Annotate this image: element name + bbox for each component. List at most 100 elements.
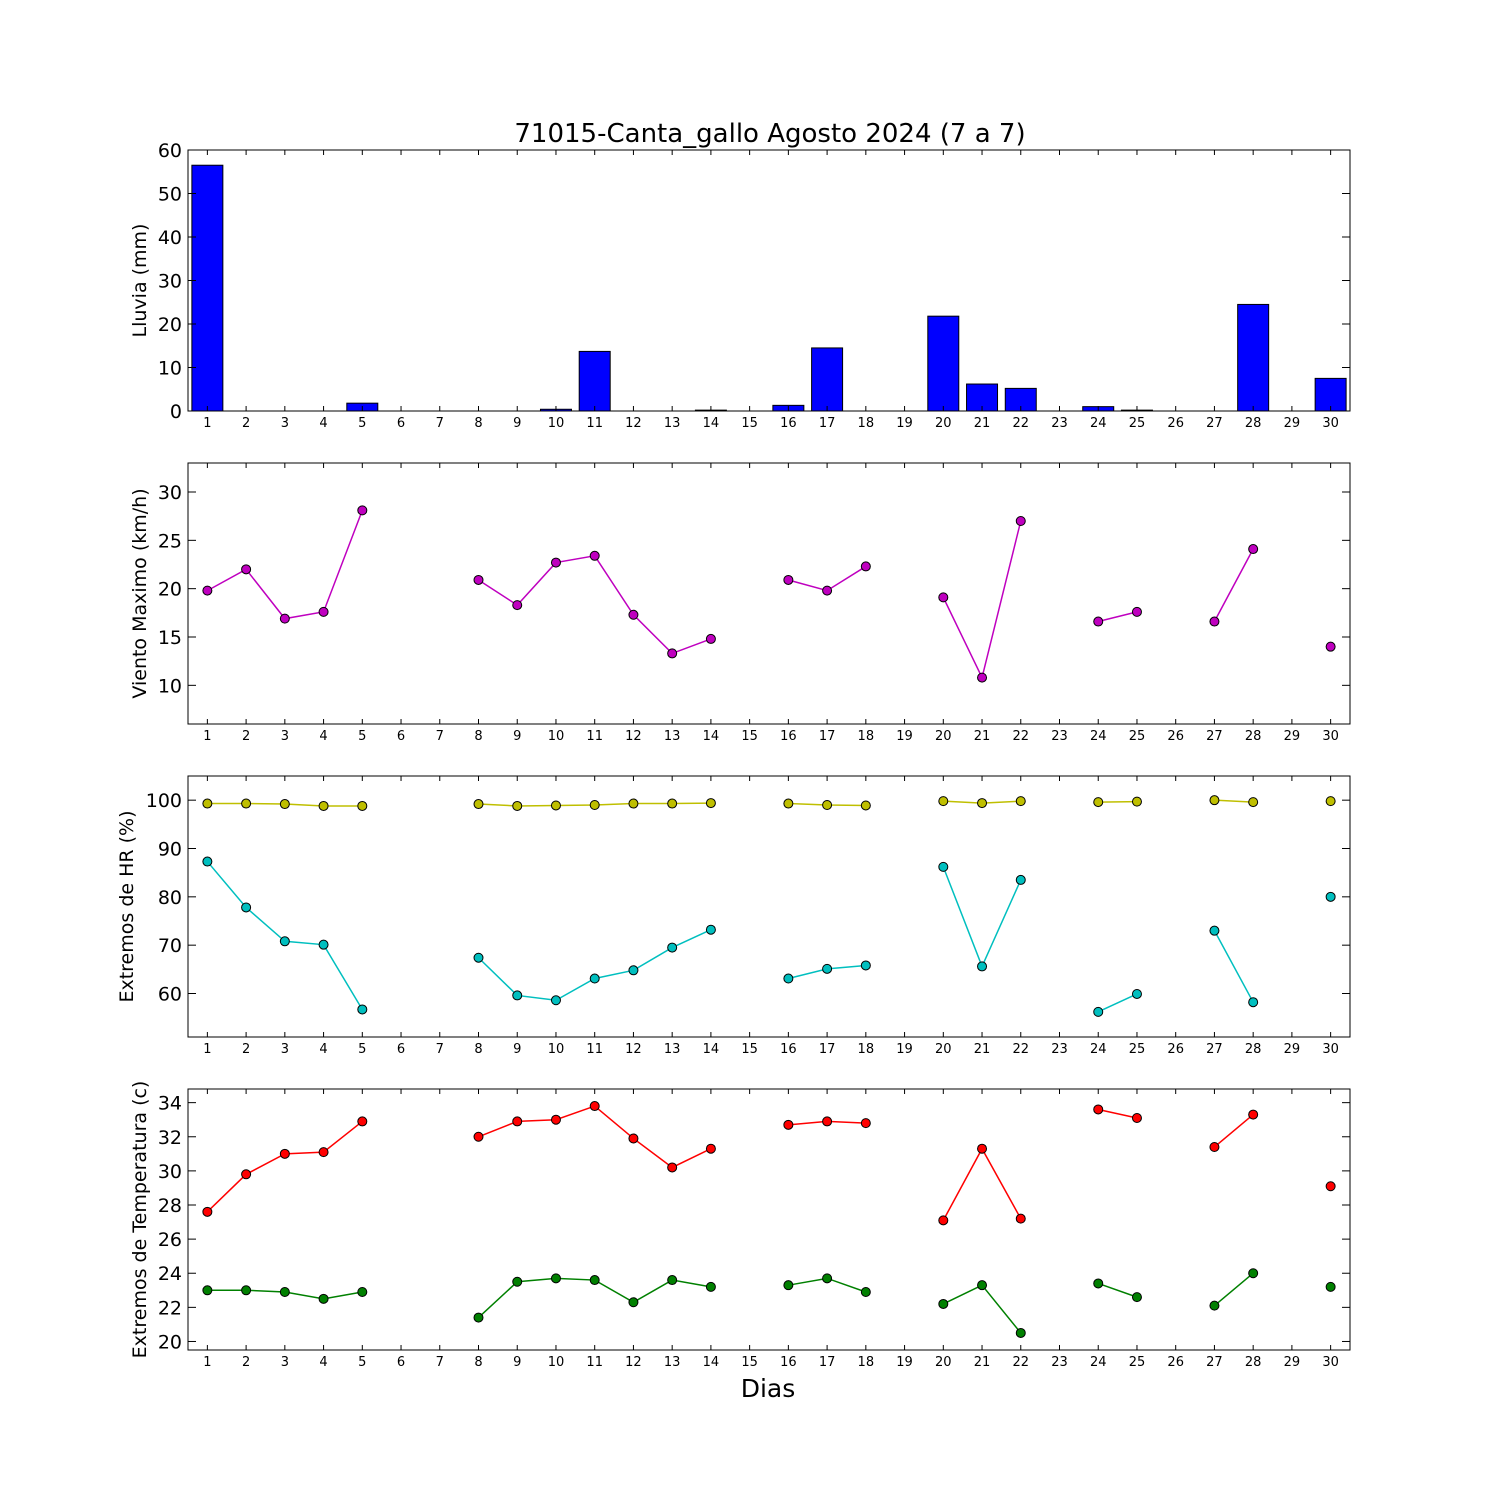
- series-2-point-day-2: [241, 1285, 252, 1296]
- series-1-point-day-21: [977, 798, 988, 809]
- x-tick-label: 29: [1284, 416, 1301, 431]
- series-2-point-day-13: [667, 1275, 678, 1286]
- series-2-point-day-9: [512, 1276, 523, 1287]
- series-2-point-day-24: [1093, 1006, 1104, 1017]
- series-1-point-day-9: [512, 1116, 523, 1127]
- series-2-point-day-10: [550, 995, 561, 1006]
- x-tick-label: 2: [242, 729, 250, 744]
- x-tick-label: 18: [858, 416, 875, 431]
- series-2-point-day-10: [550, 1273, 561, 1284]
- chart-title: 71015-Canta_gallo Agosto 2024 (7 a 7): [514, 119, 1025, 149]
- x-tick-label: 10: [548, 1355, 565, 1370]
- series-1-line-segment-6: [1213, 548, 1254, 622]
- x-tick-label: 11: [586, 729, 603, 744]
- x-tick-label: 28: [1245, 416, 1262, 431]
- series-1-line-segment-6: [1214, 799, 1254, 803]
- x-tick-label: 1: [203, 416, 211, 431]
- series-2-point-day-3: [279, 1287, 290, 1297]
- series-2-point-day-3: [279, 936, 290, 947]
- series-1-point-day-16: [783, 798, 794, 809]
- x-tick-label: 3: [281, 416, 289, 431]
- series-1-point-day-18: [860, 1118, 871, 1129]
- x-tick-label: 8: [474, 1355, 482, 1370]
- x-tick-label: 12: [625, 1042, 642, 1057]
- series-1-point-day-17: [822, 585, 833, 596]
- x-tick-label: 26: [1167, 416, 1184, 431]
- series-1-point-day-2: [241, 798, 252, 809]
- x-tick-label: 4: [319, 1355, 327, 1370]
- x-axis-label: Dias: [741, 1374, 796, 1403]
- y-tick-label: 22: [158, 1297, 182, 1319]
- x-tick-label: 21: [974, 1355, 991, 1370]
- x-tick-label: 28: [1245, 729, 1262, 744]
- series-1-point-day-3: [279, 613, 290, 624]
- y-axis-label: Extremos de Temperatura (c): [129, 1081, 151, 1359]
- x-tick-label: 16: [780, 729, 797, 744]
- x-tick-label: 8: [474, 1042, 482, 1057]
- x-tick-label: 9: [513, 1355, 521, 1370]
- x-tick-label: 30: [1322, 1042, 1339, 1057]
- bar-day-11: [578, 350, 611, 412]
- series-2-point-day-4: [318, 939, 329, 950]
- series-1-point-day-2: [241, 1169, 252, 1180]
- series-2-point-day-4: [318, 1293, 329, 1304]
- x-tick-label: 9: [513, 416, 521, 431]
- series-2-point-day-18: [860, 1287, 871, 1297]
- x-tick-label: 22: [1012, 416, 1029, 431]
- series-2-point-day-21: [977, 1280, 988, 1291]
- series-1-point-day-24: [1093, 797, 1104, 808]
- x-tick-label: 19: [896, 416, 913, 431]
- series-1-point-day-4: [318, 606, 329, 617]
- x-tick-label: 1: [203, 1355, 211, 1370]
- series-1-point-day-14: [705, 633, 716, 644]
- y-tick-label: 20: [158, 314, 182, 336]
- series-2-point-day-25: [1131, 988, 1142, 999]
- series-1-point-day-2: [241, 564, 252, 575]
- x-tick-label: 3: [281, 1355, 289, 1370]
- y-tick-label: 26: [158, 1229, 182, 1251]
- series-1-point-day-28: [1248, 544, 1259, 555]
- plot-frame: [187, 1088, 1351, 1351]
- series-1-point-day-5: [357, 800, 368, 811]
- x-tick-label: 6: [397, 416, 405, 431]
- x-tick-label: 26: [1167, 1355, 1184, 1370]
- series-1-point-day-5: [357, 505, 368, 516]
- series-1-point-day-12: [628, 609, 639, 620]
- x-tick-label: 27: [1206, 1355, 1223, 1370]
- y-axis-label: Extremos de HR (%): [116, 810, 138, 1002]
- x-tick-label: 30: [1322, 416, 1339, 431]
- series-1-point-day-18: [860, 800, 871, 811]
- x-tick-label: 24: [1090, 1042, 1107, 1057]
- x-tick-label: 24: [1090, 1355, 1107, 1370]
- series-1-point-day-13: [667, 1162, 678, 1173]
- x-tick-label: 28: [1245, 1042, 1262, 1057]
- x-tick-label: 4: [319, 1042, 327, 1057]
- series-2-point-day-14: [705, 1281, 716, 1292]
- x-tick-label: 20: [935, 1355, 952, 1370]
- series-1-point-day-13: [667, 798, 678, 809]
- series-1-point-day-21: [977, 672, 988, 683]
- x-tick-label: 7: [436, 729, 444, 744]
- x-tick-label: 17: [819, 729, 836, 744]
- series-1-point-day-4: [318, 1147, 329, 1158]
- y-tick-label: 28: [158, 1195, 182, 1217]
- x-tick-label: 20: [935, 416, 952, 431]
- x-tick-label: 20: [935, 1042, 952, 1057]
- series-1-point-day-8: [473, 1131, 484, 1142]
- series-1-point-day-12: [628, 798, 639, 809]
- y-tick-label: 30: [158, 482, 182, 504]
- series-1-point-day-9: [512, 600, 523, 611]
- x-tick-label: 18: [858, 1042, 875, 1057]
- series-2-point-day-17: [822, 1273, 833, 1284]
- series-2-point-day-9: [512, 990, 523, 1001]
- y-tick-label: 10: [158, 358, 182, 380]
- x-tick-label: 2: [242, 1042, 250, 1057]
- x-tick-label: 25: [1129, 1042, 1146, 1057]
- x-tick-label: 25: [1129, 1355, 1146, 1370]
- x-tick-label: 20: [935, 729, 952, 744]
- series-1-point-day-10: [550, 800, 561, 811]
- series-2-line-segment-1: [206, 861, 363, 1010]
- series-2-point-day-12: [628, 1297, 639, 1308]
- x-tick-label: 12: [625, 729, 642, 744]
